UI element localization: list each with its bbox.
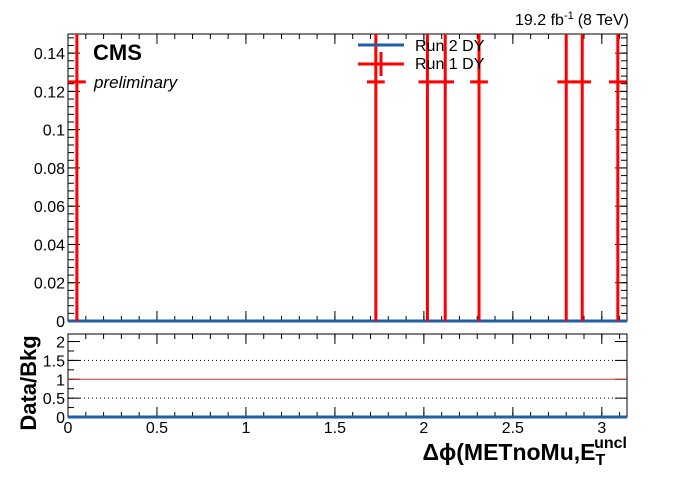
x-axis-title-main: Δϕ(METnoMu,E <box>422 439 595 465</box>
lumi-energy: (8 TeV) <box>578 12 629 29</box>
x-axis-title-superscript: uncl <box>594 435 627 452</box>
ratio-y-tick-label: 1.5 <box>43 353 65 370</box>
x-axis-title-subscript: T <box>596 452 606 469</box>
x-tick-label: 0.5 <box>146 420 168 437</box>
lumi-exponent: -1 <box>564 10 574 22</box>
x-tick-label: 2 <box>419 420 428 437</box>
cms-label: CMS <box>93 40 142 65</box>
y-tick-label: 0.1 <box>43 123 65 140</box>
ratio-y-tick-label: 1 <box>56 372 65 389</box>
y-tick-label: 0.14 <box>34 46 65 63</box>
ratio-plot-axes: 0 0.5 1 1.5 2 2.5 300.511.52 <box>43 334 627 437</box>
lumi-label: 19.2 fb-1 (8 TeV) <box>515 10 629 29</box>
y-tick-label: 0.06 <box>34 199 65 216</box>
legend-run1-label: Run 1 DY <box>415 56 485 73</box>
lumi-value: 19.2 fb <box>515 12 564 29</box>
ratio-plot-frame <box>67 333 628 418</box>
y-tick-label: 0.02 <box>34 276 65 293</box>
x-tick-label: 1 <box>241 420 250 437</box>
legend-run2-label: Run 2 DY <box>415 38 485 55</box>
ratio-y-tick-label: 2 <box>56 335 65 352</box>
y-tick-label: 0 <box>56 314 65 331</box>
x-axis-title: Δϕ(METnoMu,ETuncl <box>422 435 627 469</box>
ratio-y-tick-label: 0.5 <box>43 391 65 408</box>
ratio-y-tick-label: 0 <box>56 410 65 427</box>
x-tick-label: 2.5 <box>502 420 524 437</box>
y-tick-label: 0.12 <box>34 84 65 101</box>
ratio-y-axis-title: Data/Bkg <box>16 335 41 430</box>
y-tick-label: 0.08 <box>34 161 65 178</box>
x-tick-label: 3 <box>597 420 606 437</box>
x-tick-label: 1.5 <box>324 420 346 437</box>
preliminary-label: preliminary <box>93 73 179 92</box>
main-plot-marks <box>68 34 627 323</box>
legend: Run 2 DY Run 1 DY <box>358 38 485 76</box>
y-tick-label: 0.04 <box>34 237 65 254</box>
x-tick-label: 0 <box>64 420 73 437</box>
